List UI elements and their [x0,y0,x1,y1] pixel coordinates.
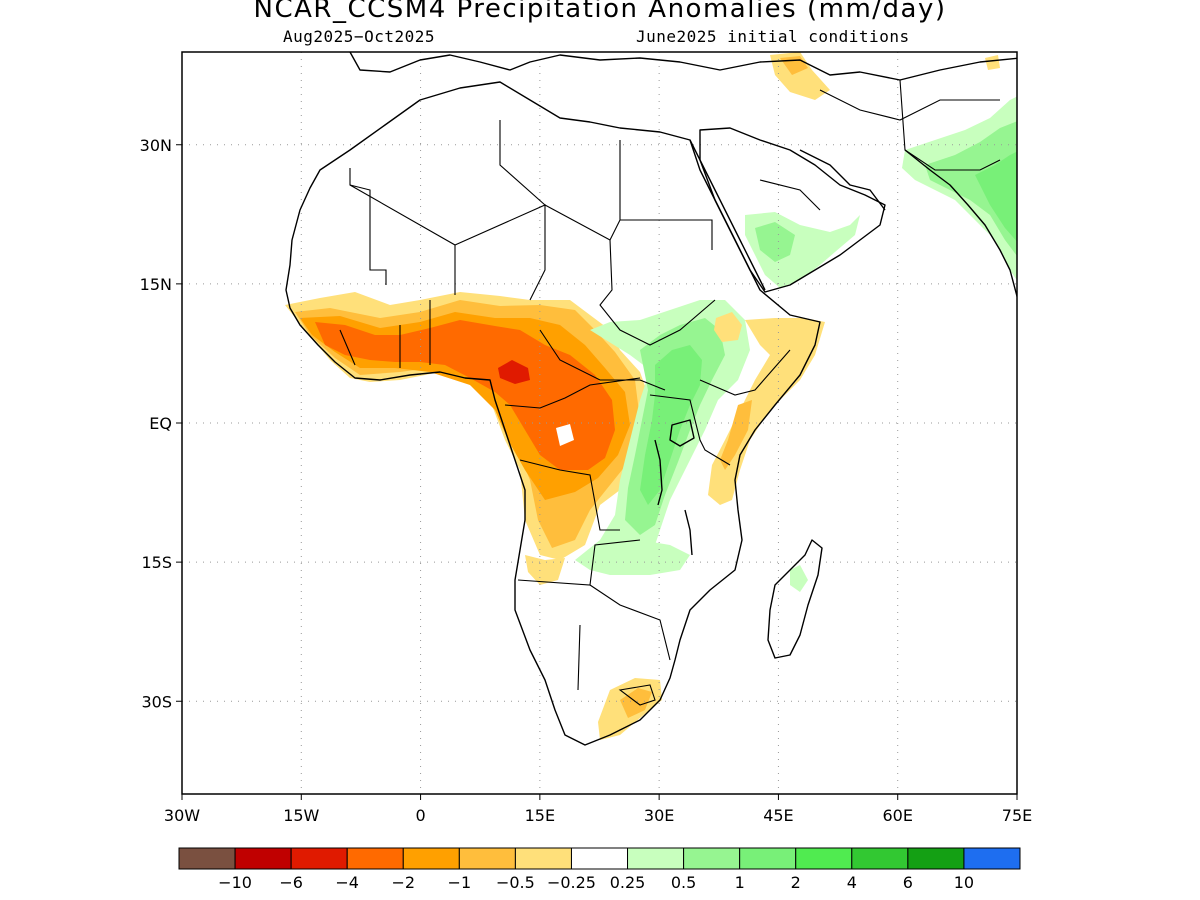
lake-victoria [669,419,695,447]
border-line [620,219,713,250]
colorbar-swatch [290,847,348,870]
border-line [349,168,387,285]
lon-tick-label: 15E [525,806,555,825]
arabia-coastline [699,127,886,293]
anomaly-field [525,555,565,585]
colorbar-swatch [402,847,460,870]
anomaly-field [720,400,752,470]
colorbar-swatch [346,847,404,870]
lon-tick-label: 60E [882,806,912,825]
colorbar-swatch [458,847,516,870]
border-line [649,394,731,466]
anomaly-fields [285,52,1017,740]
colorbar-swatch [178,847,236,870]
colorbar-label: −0.5 [496,873,535,892]
colorbar-swatch [234,847,292,870]
anomaly-field [985,55,1000,70]
colorbar-label: 0.5 [671,873,696,892]
colorbar-label: 1 [735,873,745,892]
border-line [499,120,546,206]
border-line [599,239,716,346]
anomaly-field [640,345,702,505]
colorbar-swatch [963,847,1021,870]
red-sea-coastline [689,139,766,291]
colorbar-swatch [739,847,797,870]
lon-tick-label: 30E [644,806,674,825]
colorbar-label: −1 [448,873,472,892]
grid-lines [182,52,1017,794]
lat-tick-label: 30N [140,136,172,155]
forecast-period: Aug2025−Oct2025 [283,27,435,46]
border-line [544,140,621,241]
lon-tick-label: 75E [1002,806,1032,825]
anomaly-field [790,565,808,592]
border-line [759,179,821,211]
anomaly-field [315,320,615,470]
lon-tick-label: 45E [763,806,793,825]
anomaly-field [714,312,742,342]
europe-coastline [349,52,1017,81]
colorbar-swatch [851,847,909,870]
anomaly-field [556,424,574,446]
colorbar-swatch [795,847,853,870]
lat-tick-label: 15S [141,553,172,572]
border-line [589,584,671,661]
colorbar-swatch [683,847,741,870]
lon-tick-label: 15W [283,806,319,825]
colorbar-label: −4 [335,873,359,892]
anomaly-field [498,360,530,384]
coastlines [285,52,1017,746]
colorbar-label: 4 [847,873,857,892]
anomaly-field [708,318,825,505]
border-line [349,184,456,295]
border-line [577,624,581,691]
colorbar-label: 0.25 [610,873,646,892]
colorbar-swatch [514,847,572,870]
axis-ticks [176,144,1018,800]
colorbar-swatch [907,847,965,870]
border-line [819,89,1000,121]
colorbar-label: −2 [391,873,415,892]
colorbar-label: −0.25 [547,873,596,892]
colorbar-label: 6 [903,873,913,892]
lon-tick-label: 0 [415,806,425,825]
colorbar-label: −10 [218,873,252,892]
border-line [899,79,1001,171]
colorbar-swatch [570,847,629,870]
lon-tick-label: 30W [164,806,200,825]
border-line [519,459,620,531]
lake-tanganyika [654,439,663,506]
axis-labels: 30W 15W 0 15E 30E 45E 60E 75E 30N 15N EQ 15S 30S [140,136,1033,825]
colorbar-swatch [627,847,685,870]
border-line [454,204,546,301]
gulf-coastline [799,149,886,211]
border-line [504,377,641,409]
anomaly-field [598,540,690,575]
colorbar-label: 10 [954,873,974,892]
lake-malawi [684,509,693,556]
madagascar-coastline [767,539,823,659]
border-line [339,329,356,366]
country-borders [339,79,1001,706]
africa-coastline [285,81,821,746]
colorbar-label: 2 [791,873,801,892]
lat-tick-label: EQ [149,414,172,433]
anomaly-field [925,121,1017,256]
border-line [699,349,791,396]
map-title: NCAR_CCSM4 Precipitation Anomalies (mm/d… [253,0,947,24]
border-line [517,539,641,586]
lat-tick-label: 15N [140,275,172,294]
colorbar-label: −6 [279,873,303,892]
lat-tick-label: 30S [141,692,172,711]
initial-conditions: June2025 initial conditions [636,27,910,46]
india-coastline [904,149,1017,299]
border-line [539,329,666,391]
anomaly-field [755,222,795,262]
colorbar: −10 −6 −4 −2 −1 −0.5 −0.25 0.25 0.5 1 2 4 6 10 [178,847,1021,892]
anomaly-field [975,151,1017,242]
border-line [618,684,656,706]
